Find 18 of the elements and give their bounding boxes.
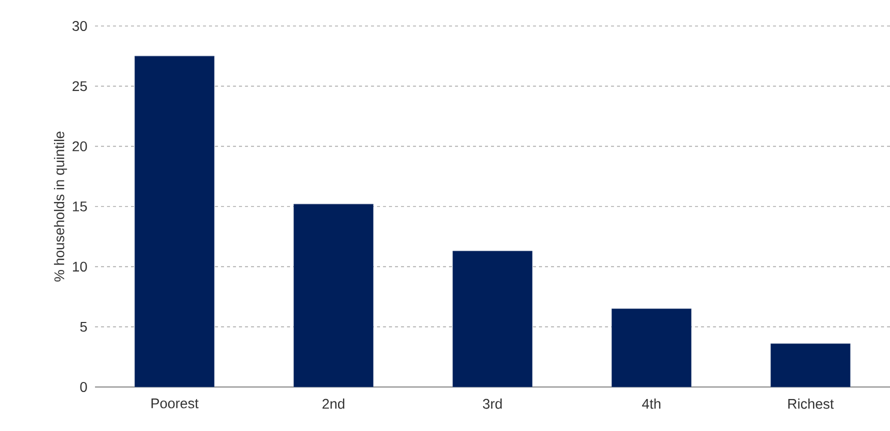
bar bbox=[612, 308, 692, 388]
bar bbox=[134, 56, 214, 388]
y-tick-label: 5 bbox=[80, 322, 87, 332]
x-tick-label: Poorest bbox=[152, 398, 199, 408]
y-tick-label: 20 bbox=[72, 141, 87, 152]
y-tick-label: 30 bbox=[72, 21, 87, 31]
y-tick-label: 10 bbox=[72, 262, 87, 272]
x-tick-label: 2nd bbox=[322, 398, 344, 409]
bar bbox=[770, 343, 850, 388]
y-tick-label: 25 bbox=[72, 81, 87, 92]
x-tick-label: 3rd bbox=[482, 398, 502, 409]
y-axis-title: % households in quintile bbox=[54, 132, 68, 282]
y-tick-label: 0 bbox=[80, 382, 87, 392]
x-tick-label: 4th bbox=[642, 398, 660, 409]
x-tick-label: Richest bbox=[788, 398, 834, 409]
bar bbox=[294, 204, 374, 388]
y-tick-label: 15 bbox=[72, 202, 87, 212]
bar bbox=[452, 250, 532, 388]
